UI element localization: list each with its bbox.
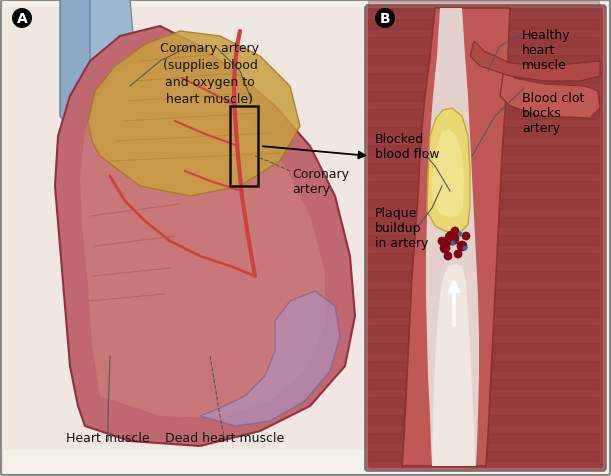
- Circle shape: [445, 231, 459, 246]
- Bar: [368, 74, 599, 84]
- Circle shape: [462, 232, 470, 240]
- Bar: [368, 182, 599, 192]
- Bar: [368, 128, 599, 138]
- Circle shape: [12, 9, 32, 29]
- Text: Dead heart muscle: Dead heart muscle: [166, 431, 285, 444]
- Bar: [368, 379, 599, 389]
- Circle shape: [457, 241, 467, 251]
- Polygon shape: [200, 291, 340, 426]
- Bar: [368, 361, 599, 371]
- Circle shape: [451, 228, 459, 236]
- Polygon shape: [60, 0, 135, 207]
- Text: Coronary artery
(supplies blood
and oxygen to
heart muscle): Coronary artery (supplies blood and oxyg…: [161, 42, 260, 106]
- Bar: [368, 397, 599, 407]
- Bar: [368, 164, 599, 174]
- Text: Heart muscle: Heart muscle: [66, 431, 150, 444]
- Bar: [368, 271, 599, 281]
- Bar: [368, 433, 599, 443]
- Polygon shape: [426, 9, 479, 466]
- Bar: [368, 146, 599, 156]
- Bar: [368, 325, 599, 335]
- Polygon shape: [88, 32, 300, 197]
- Circle shape: [375, 9, 395, 29]
- Text: B: B: [379, 12, 390, 26]
- Text: Blood clot
blocks
artery: Blood clot blocks artery: [522, 92, 584, 135]
- Circle shape: [458, 232, 463, 237]
- Bar: [230, 107, 258, 187]
- Bar: [368, 451, 599, 461]
- Text: Blocked
blood flow: Blocked blood flow: [375, 133, 439, 161]
- Text: A: A: [16, 12, 27, 26]
- Bar: [368, 218, 599, 228]
- Bar: [368, 289, 599, 299]
- Circle shape: [450, 241, 455, 246]
- Circle shape: [440, 244, 450, 253]
- FancyBboxPatch shape: [365, 6, 606, 471]
- Polygon shape: [432, 265, 475, 466]
- Bar: [368, 92, 599, 102]
- Bar: [368, 20, 599, 30]
- Polygon shape: [90, 0, 175, 192]
- FancyBboxPatch shape: [368, 9, 603, 468]
- Bar: [368, 56, 599, 66]
- Text: Coronary
artery: Coronary artery: [292, 168, 349, 196]
- Bar: [368, 307, 599, 317]
- Circle shape: [444, 252, 452, 260]
- Bar: [368, 110, 599, 120]
- Polygon shape: [80, 59, 325, 418]
- Circle shape: [438, 238, 446, 246]
- Bar: [368, 38, 599, 48]
- Bar: [368, 253, 599, 263]
- Bar: [368, 199, 599, 209]
- Bar: [368, 415, 599, 425]
- FancyBboxPatch shape: [4, 8, 370, 450]
- Text: Plaque
buildup
in artery: Plaque buildup in artery: [375, 207, 428, 250]
- Bar: [368, 2, 599, 12]
- Polygon shape: [55, 27, 355, 446]
- Polygon shape: [470, 42, 600, 82]
- Polygon shape: [500, 69, 600, 119]
- Text: Healthy
heart
muscle: Healthy heart muscle: [522, 29, 571, 72]
- Circle shape: [463, 246, 467, 251]
- Bar: [368, 343, 599, 353]
- Polygon shape: [432, 130, 464, 218]
- Polygon shape: [427, 109, 470, 234]
- Circle shape: [454, 250, 462, 258]
- Bar: [368, 236, 599, 246]
- Polygon shape: [402, 9, 510, 466]
